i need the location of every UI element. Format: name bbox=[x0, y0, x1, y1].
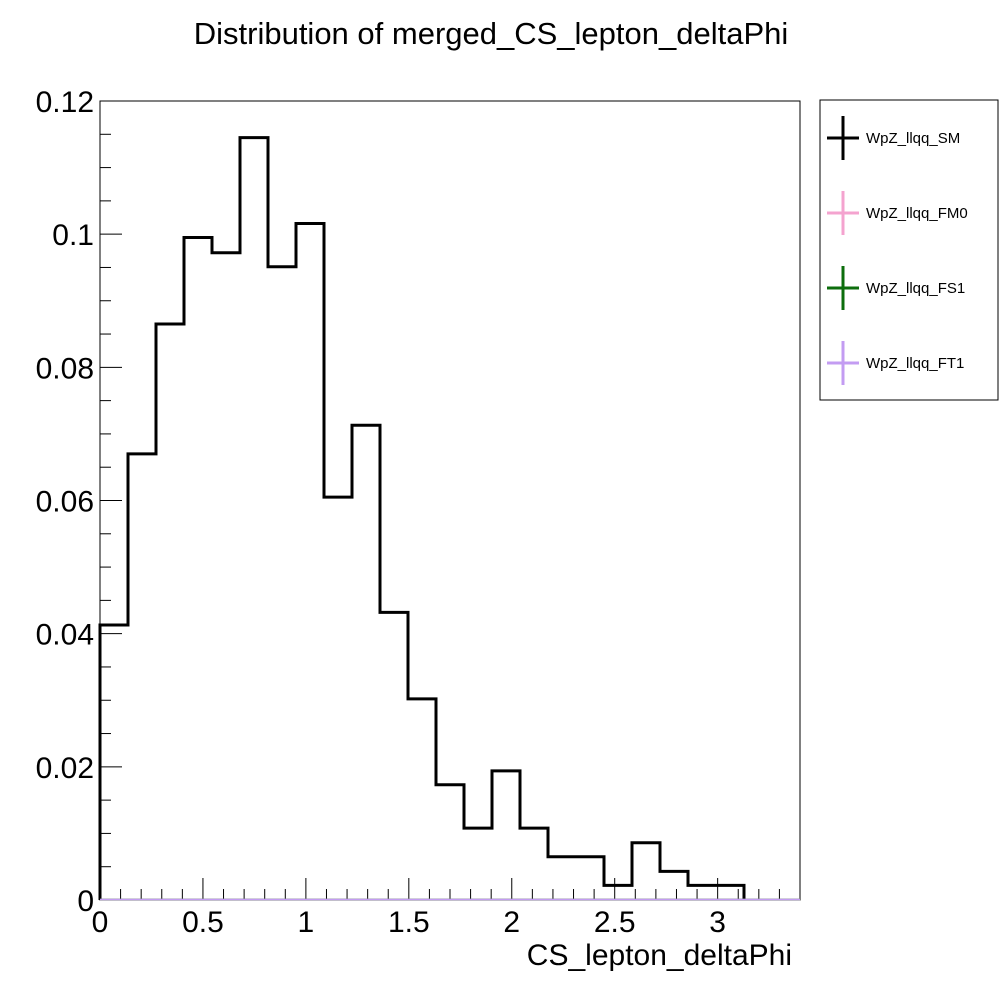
series-wpz-llqq-sm bbox=[98, 136, 746, 900]
legend-wpz-llqq-fm0-label: WpZ_llqq_FM0 bbox=[866, 205, 968, 222]
legend-wpz-llqq-sm-label: WpZ_llqq_SM bbox=[866, 130, 960, 147]
x-tick-label: 1 bbox=[298, 906, 315, 939]
chart-title: Distribution of merged_CS_lepton_deltaPh… bbox=[194, 16, 789, 51]
legend-wpz-llqq-fs1-label: WpZ_llqq_FS1 bbox=[866, 280, 965, 297]
y-axis: 0 0.02 0.04 0.06 0.08 0.1 0.12 bbox=[36, 86, 122, 918]
x-tick-label: 0 bbox=[92, 906, 109, 939]
y-tick-label: 0.1 bbox=[52, 219, 94, 252]
histogram-series bbox=[98, 136, 800, 901]
y-tick-label: 0.04 bbox=[36, 619, 94, 652]
y-tick-label: 0 bbox=[77, 885, 94, 918]
legend: WpZ_llqq_SM WpZ_llqq_FM0 WpZ_llqq_FS1 WpZ_l… bbox=[819, 99, 999, 401]
x-axis-label: CS_lepton_deltaPhi bbox=[527, 939, 792, 972]
x-tick-label: 1.5 bbox=[388, 906, 430, 939]
legend-wpz-llqq-ft1-label: WpZ_llqq_FT1 bbox=[866, 355, 964, 372]
x-tick-label: 0.5 bbox=[182, 906, 224, 939]
y-tick-label: 0.08 bbox=[36, 352, 94, 385]
plot-frame bbox=[99, 100, 801, 901]
x-tick-label: 3 bbox=[709, 906, 726, 939]
x-axis: 0 0.5 1 1.5 2 2.5 3 bbox=[92, 878, 801, 939]
y-tick-label: 0.02 bbox=[36, 752, 94, 785]
y-tick-label: 0.06 bbox=[36, 486, 94, 519]
y-tick-label: 0.12 bbox=[36, 86, 94, 119]
legend-box bbox=[819, 99, 999, 401]
x-tick-label: 2 bbox=[503, 906, 520, 939]
x-tick-label: 2.5 bbox=[594, 906, 636, 939]
